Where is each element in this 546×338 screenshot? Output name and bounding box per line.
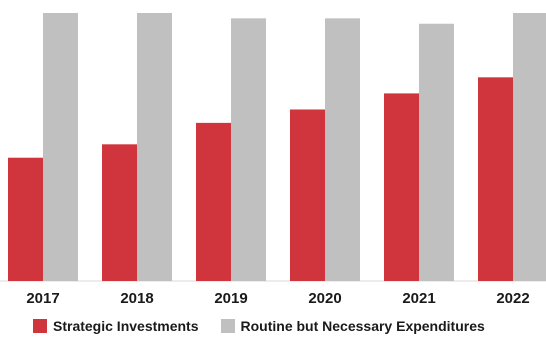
x-tick-label-2021: 2021 <box>402 290 435 307</box>
legend-swatch-series-2 <box>221 319 235 333</box>
x-tick-label-2019: 2019 <box>214 290 247 307</box>
x-tick-labels: 2017 2018 2019 2020 2021 2022 <box>26 290 529 307</box>
legend-label-series-1: Strategic Investments <box>53 318 199 334</box>
x-tick-label-2018: 2018 <box>120 290 153 307</box>
legend-item-series-1: Strategic Investments <box>33 318 199 334</box>
bar-routine-2019 <box>231 18 266 281</box>
bar-strategic-2018 <box>102 144 137 281</box>
x-tick-label-2022: 2022 <box>496 290 529 307</box>
bar-strategic-2021 <box>384 93 419 281</box>
bar-strategic-2020 <box>290 109 325 281</box>
x-tick-label-2020: 2020 <box>308 290 341 307</box>
bar-routine-2021 <box>419 24 454 281</box>
legend-swatch-series-1 <box>33 319 47 333</box>
bar-strategic-2019 <box>196 123 231 281</box>
bars-group <box>8 13 546 281</box>
bar-routine-2020 <box>325 18 360 281</box>
legend-label-series-2: Routine but Necessary Expenditures <box>241 318 485 334</box>
legend: Strategic Investments Routine but Necess… <box>33 318 507 334</box>
bar-strategic-2017 <box>8 158 43 281</box>
x-tick-label-2017: 2017 <box>26 290 59 307</box>
legend-item-series-2: Routine but Necessary Expenditures <box>221 318 485 334</box>
bar-routine-2022 <box>513 13 546 281</box>
bar-routine-2018 <box>137 13 172 281</box>
bar-routine-2017 <box>43 13 78 281</box>
bar-strategic-2022 <box>478 77 513 281</box>
